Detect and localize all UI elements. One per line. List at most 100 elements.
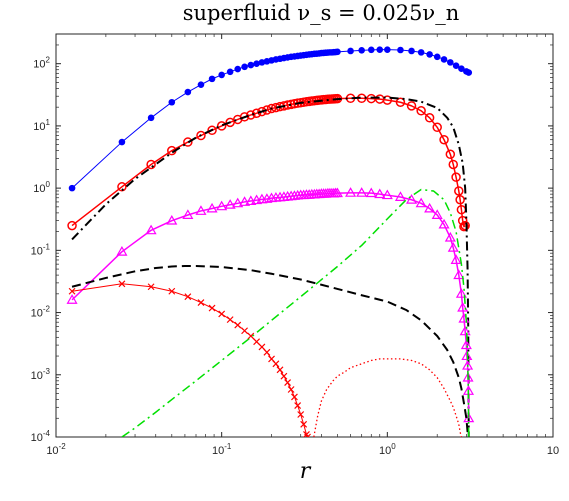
x-axis-label: r: [300, 459, 312, 484]
series-0-point: [358, 47, 365, 54]
series-0-point: [147, 114, 155, 122]
series-1-point: [454, 186, 464, 196]
series-1-point: [424, 113, 435, 123]
chart-title: superfluid ν_s = 0.025ν_n: [183, 1, 459, 25]
series-6-point: [272, 360, 280, 368]
series-3-point: [460, 339, 472, 350]
series-6-point: [258, 343, 266, 351]
series-3-point: [116, 246, 128, 256]
series-3-point: [381, 189, 393, 200]
series-6-point: [168, 287, 176, 295]
y-tick-exponent: -1: [43, 242, 51, 251]
series-3-point: [438, 218, 450, 229]
series-0-point: [334, 48, 341, 56]
y-tick-label: 10-4: [31, 429, 51, 444]
series-0-point: [376, 46, 384, 53]
y-tick-exponent: 0: [46, 180, 51, 189]
series-3-point: [455, 288, 467, 298]
series-6-point: [284, 379, 292, 386]
series-3-point: [182, 209, 194, 219]
plot-area: [55, 33, 554, 438]
x-tick-label: 10: [547, 445, 559, 457]
x-tick-exponent: -1: [224, 442, 232, 451]
x-tick-label: 100: [379, 442, 396, 457]
series-0-point: [465, 69, 473, 76]
series-layer: [66, 46, 475, 437]
title-main: superfluid ν_s = 0.025ν_n: [183, 1, 459, 25]
series-3-point: [356, 187, 368, 197]
y-tick-exponent: 2: [46, 56, 51, 65]
series-3-point: [431, 209, 443, 219]
series-0-point: [347, 47, 354, 55]
series-1-point: [432, 122, 442, 133]
series-3-point: [245, 195, 257, 206]
x-tick-label: 10-1: [212, 442, 232, 457]
series-3-point: [374, 188, 386, 199]
x-tick-base: 10: [379, 445, 391, 457]
series-3-point: [447, 242, 459, 252]
series-3-point: [239, 196, 251, 206]
series-0-point: [208, 75, 216, 83]
series-6-point: [253, 338, 261, 346]
series-0-point: [408, 47, 415, 55]
series-6-point: [291, 393, 298, 401]
x-tick-base: 10: [46, 445, 58, 457]
series-1-point: [448, 159, 459, 170]
series-3-point: [462, 371, 474, 382]
series-1-point: [451, 172, 461, 182]
series-1-point: [146, 159, 156, 170]
series-1-point: [395, 97, 406, 107]
series-line-4: [71, 265, 470, 437]
series-0-point: [433, 53, 441, 61]
y-tick-exponent: -3: [43, 367, 51, 376]
series-3-point: [66, 294, 78, 304]
y-tick-label: 100: [33, 180, 50, 195]
series-3-point: [345, 187, 357, 197]
series-0-point: [253, 60, 260, 67]
series-6-point: [68, 287, 76, 295]
series-0-point: [241, 63, 248, 71]
series-3-point: [424, 202, 436, 213]
series-1-point: [246, 110, 256, 120]
y-tick-label: 10-2: [31, 305, 51, 320]
series-0-point: [440, 56, 448, 63]
series-6-point: [294, 402, 302, 409]
series-6-point: [184, 293, 192, 301]
series-0-point: [168, 98, 176, 106]
y-tick-base: 10: [33, 121, 45, 133]
series-6-point: [147, 283, 155, 291]
series-1-point: [207, 125, 217, 136]
series-1-point: [262, 105, 272, 115]
series-1-point: [183, 137, 193, 147]
y-tick-label: 10-3: [31, 367, 51, 382]
y-tick-label: 102: [33, 56, 50, 71]
series-0-point: [426, 51, 433, 58]
series-6-point: [218, 310, 226, 318]
series-0-point: [452, 62, 460, 69]
x-tick-exponent: 0: [391, 442, 396, 451]
series-0-point: [367, 46, 375, 54]
series-1-point: [251, 108, 262, 118]
series-3-point: [461, 350, 473, 361]
x-tick-exponent: -2: [59, 442, 67, 451]
series-6-point: [226, 316, 234, 324]
y-tick-base: 10: [31, 308, 43, 320]
series-3-point: [406, 194, 418, 204]
y-tick-base: 10: [33, 59, 45, 71]
series-3-point: [195, 205, 207, 215]
series-3-point: [224, 199, 236, 209]
series-0-point: [458, 65, 465, 73]
series-3-point: [450, 254, 462, 264]
series-0-point: [226, 68, 234, 76]
series-1-point: [445, 149, 456, 160]
series-1-point: [67, 220, 77, 231]
series-3-point: [166, 214, 178, 225]
y-tick-exponent: -4: [43, 429, 51, 438]
x-tick-label: 10-2: [46, 442, 66, 457]
series-1-point: [406, 101, 417, 111]
series-1-point: [257, 106, 267, 117]
series-3-point: [394, 191, 406, 201]
series-1-point: [216, 121, 227, 131]
series-6-point: [263, 348, 271, 356]
